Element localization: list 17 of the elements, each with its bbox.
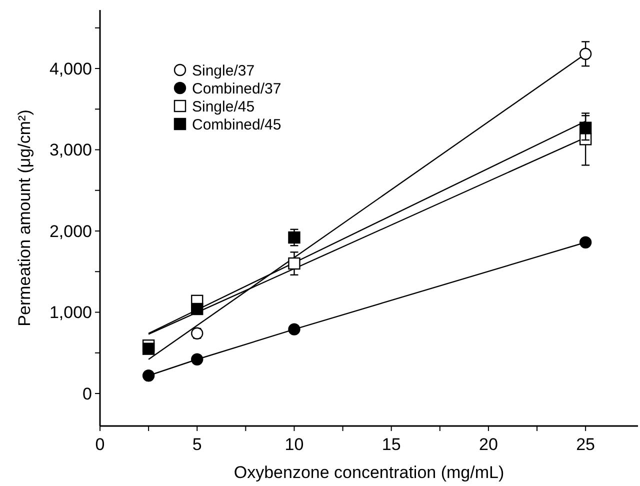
y-axis-title: Permeation amount (μg/cm²)	[15, 110, 34, 326]
y-tick-label: 3,000	[49, 140, 92, 160]
x-tick-label: 20	[478, 435, 498, 454]
y-tick-label: 2,000	[49, 222, 92, 241]
x-tick-label: 25	[576, 435, 596, 454]
legend-label: Combined/45	[192, 116, 282, 134]
x-tick-label: 10	[284, 435, 304, 454]
legend-label: Single/37	[192, 62, 255, 80]
y-tick-label: 1,000	[49, 303, 92, 322]
y-tick-label: 4,000	[49, 59, 92, 78]
legend-label: Single/45	[192, 98, 255, 116]
x-tick-label: 0	[95, 435, 105, 454]
legend-label: Combined/37	[192, 80, 282, 98]
x-axis-title: Oxybenzone concentration (mg/mL)	[234, 463, 504, 482]
x-tick-label: 5	[192, 435, 202, 454]
x-tick-label: 15	[382, 435, 401, 454]
y-tick-label: 0	[82, 384, 92, 404]
